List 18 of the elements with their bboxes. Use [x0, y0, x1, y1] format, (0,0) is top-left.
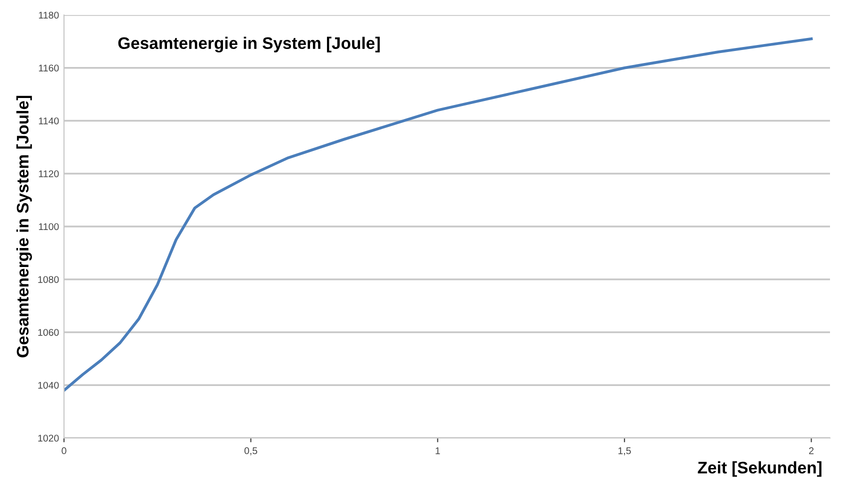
y-tick-label: 1140 — [38, 117, 59, 124]
y-axis-title: Gesamtenergie in System [Joule] — [16, 96, 32, 358]
text: Gesamtenergie in System [Joule] — [118, 36, 380, 52]
y-tick-label: 1040 — [38, 382, 59, 389]
y-tick-label: 1160 — [38, 64, 59, 72]
x-tick-label: 1,5 — [618, 447, 631, 456]
y-tick-label: 1080 — [38, 276, 59, 283]
y-tick-label: 1120 — [38, 170, 59, 178]
x-tick-label: 1 — [436, 447, 440, 454]
x-tick-label: 0 — [62, 447, 66, 454]
y-tick-label: 1180 — [38, 12, 59, 19]
y-tick-label: 1100 — [38, 223, 59, 230]
y-tick-label: 1060 — [38, 328, 59, 336]
y-tick-label: 1020 — [38, 434, 59, 442]
x-tick-label: 0,5 — [244, 447, 258, 456]
x-axis-title: Zeit [Sekunden] — [698, 461, 822, 477]
x-tick-label: 2 — [809, 447, 814, 454]
line-series — [64, 37, 813, 392]
